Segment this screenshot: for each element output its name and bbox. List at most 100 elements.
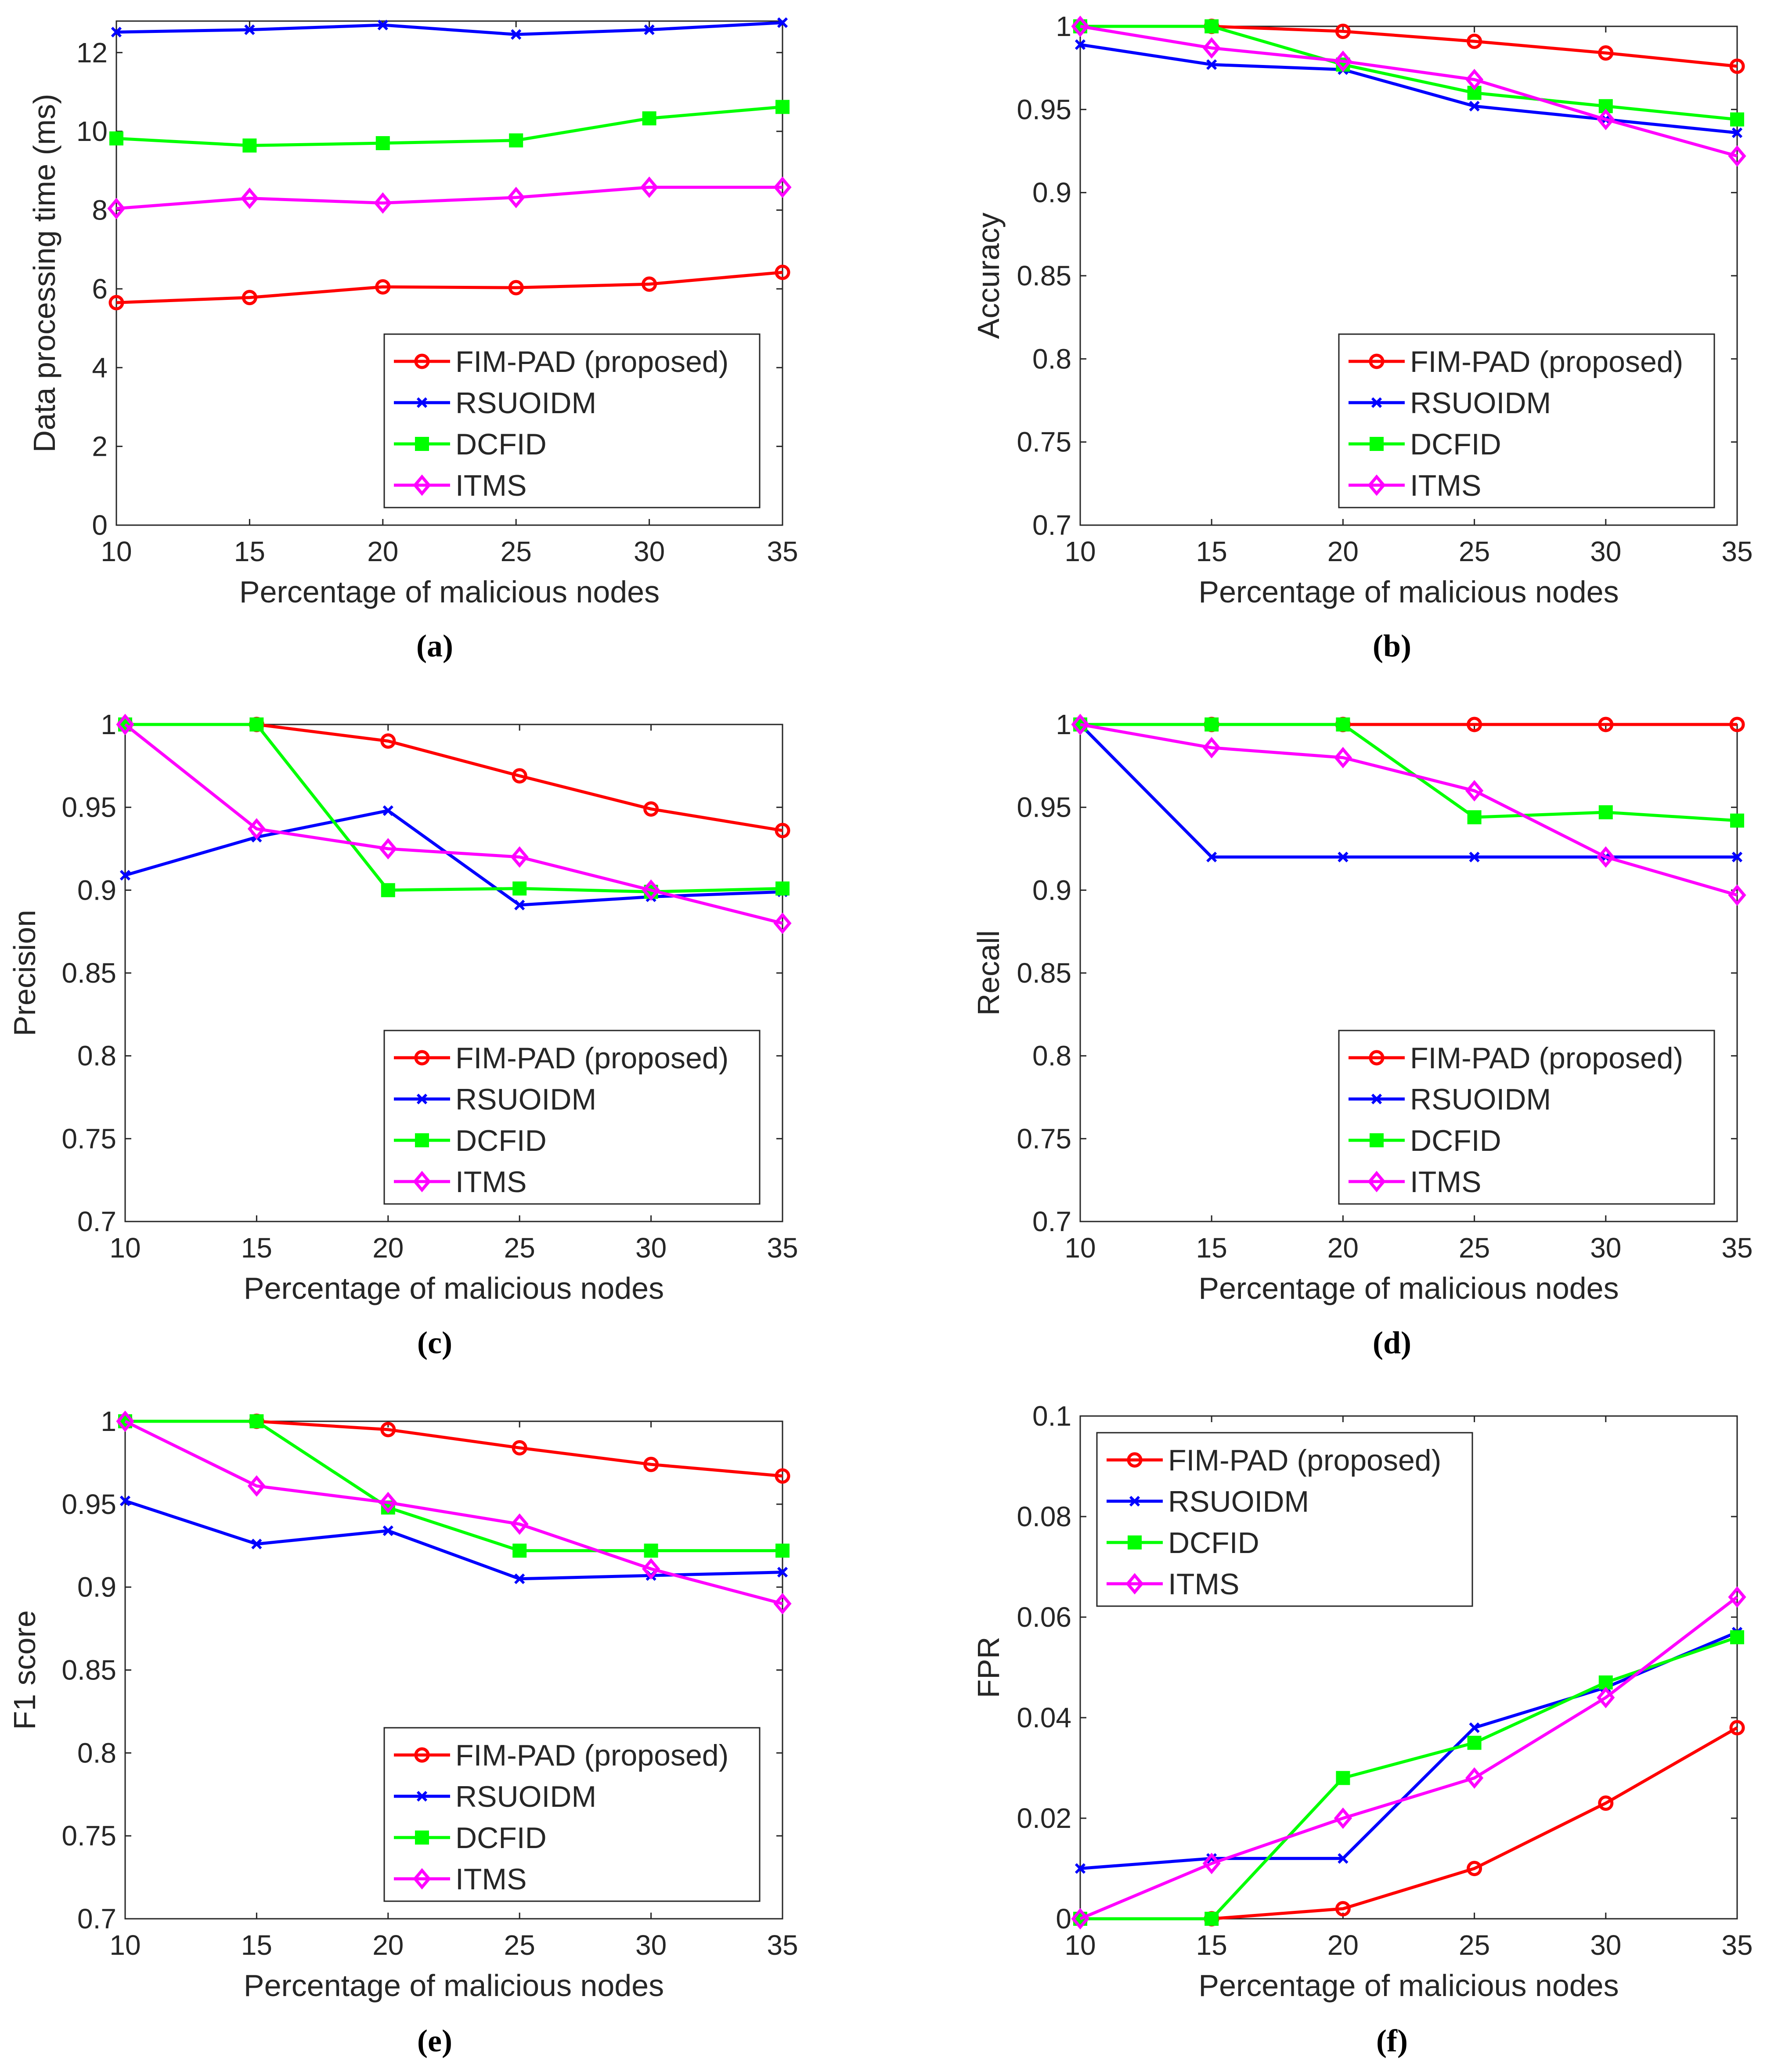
x-tick-label: 15 bbox=[1196, 1929, 1227, 1961]
x-tick-label: 10 bbox=[109, 1232, 141, 1264]
data-point bbox=[512, 1543, 527, 1558]
data-point bbox=[775, 100, 790, 114]
y-tick-label: 0.7 bbox=[77, 1206, 116, 1237]
panel-caption: (f) bbox=[1376, 2023, 1408, 2058]
x-tick-label: 10 bbox=[1064, 1929, 1096, 1961]
x-tick-label: 25 bbox=[501, 536, 532, 567]
data-point bbox=[1204, 1912, 1219, 1926]
data-point bbox=[509, 133, 523, 148]
legend-entry: ITMS bbox=[1349, 1165, 1481, 1199]
data-point bbox=[775, 1468, 790, 1484]
data-point bbox=[512, 768, 527, 784]
x-axis-label: Percentage of malicious nodes bbox=[1198, 1968, 1619, 2003]
x-tick-label: 15 bbox=[234, 536, 265, 567]
legend-label: DCFID bbox=[1168, 1526, 1259, 1560]
legend: FIM-PAD (proposed) RSUOIDM DCFID ITMS bbox=[383, 1727, 761, 1902]
data-point bbox=[1467, 1736, 1482, 1750]
data-point bbox=[1202, 1852, 1221, 1874]
legend-label: ITMS bbox=[455, 469, 526, 502]
y-tick-label: 0.9 bbox=[1032, 177, 1071, 209]
y-axis-label: Precision bbox=[7, 910, 42, 1036]
data-point bbox=[1334, 747, 1352, 768]
legend-entry: RSUOIDM bbox=[1349, 1083, 1551, 1116]
y-tick-label: 0.95 bbox=[1017, 792, 1071, 823]
data-point bbox=[514, 900, 525, 911]
legend-entry: RSUOIDM bbox=[1107, 1485, 1309, 1518]
x-tick-label: 30 bbox=[635, 1929, 667, 1961]
y-tick-label: 0.8 bbox=[1032, 1040, 1071, 1072]
legend-label: DCFID bbox=[455, 428, 547, 461]
x-tick-label: 15 bbox=[1196, 536, 1227, 567]
x-tick-label: 35 bbox=[767, 536, 798, 567]
data-point bbox=[1730, 112, 1744, 127]
data-point bbox=[242, 290, 257, 306]
x-tick-label: 30 bbox=[1590, 1929, 1621, 1961]
y-tick-label: 1 bbox=[101, 709, 116, 740]
y-tick-label: 1 bbox=[1056, 709, 1071, 740]
y-tick-label: 0.95 bbox=[61, 1488, 116, 1520]
data-point bbox=[249, 1414, 264, 1428]
data-point bbox=[642, 1558, 660, 1580]
x-tick-label: 25 bbox=[504, 1929, 535, 1961]
legend-entry: DCFID bbox=[1107, 1526, 1259, 1560]
data-point bbox=[1469, 1722, 1480, 1733]
data-point bbox=[775, 264, 790, 280]
x-axis-label: Percentage of malicious nodes bbox=[1198, 575, 1619, 609]
panel-caption: (b) bbox=[1373, 628, 1411, 663]
data-point bbox=[642, 879, 660, 901]
data-point bbox=[1338, 1853, 1349, 1864]
y-axis-label: F1 score bbox=[7, 1610, 42, 1730]
data-point bbox=[1204, 19, 1219, 33]
data-point bbox=[1467, 810, 1482, 825]
data-point bbox=[1335, 23, 1351, 39]
data-point bbox=[1071, 15, 1089, 37]
x-tick-label: 20 bbox=[1327, 1232, 1359, 1264]
data-point bbox=[1469, 851, 1480, 862]
legend-label: FIM-PAD (proposed) bbox=[455, 1041, 728, 1075]
legend-entry: RSUOIDM bbox=[394, 386, 596, 420]
x-tick-label: 20 bbox=[372, 1929, 404, 1961]
series-line bbox=[125, 723, 783, 894]
data-point bbox=[1467, 33, 1482, 49]
series-fim-pad-proposed- bbox=[108, 264, 790, 310]
data-point bbox=[242, 138, 257, 153]
series-dcfid bbox=[1073, 1630, 1744, 1926]
data-point bbox=[1598, 1795, 1614, 1811]
y-tick-label: 10 bbox=[76, 115, 108, 147]
x-tick-label: 35 bbox=[767, 1929, 798, 1961]
y-tick-label: 0 bbox=[1056, 1903, 1071, 1935]
series-dcfid bbox=[109, 100, 790, 153]
legend-label: ITMS bbox=[455, 1863, 526, 1896]
legend-label: FIM-PAD (proposed) bbox=[1410, 1041, 1683, 1075]
legend-label: RSUOIDM bbox=[455, 386, 596, 420]
y-tick-label: 0.85 bbox=[1017, 260, 1071, 292]
series-rsuoidm bbox=[111, 17, 788, 40]
x-tick-label: 20 bbox=[372, 1232, 404, 1264]
y-tick-label: 0.1 bbox=[1032, 1400, 1071, 1432]
y-tick-label: 0.9 bbox=[77, 874, 116, 906]
legend-entry: RSUOIDM bbox=[1349, 386, 1551, 420]
legend-marker bbox=[1127, 1452, 1143, 1468]
data-point bbox=[510, 846, 529, 868]
y-tick-label: 0.75 bbox=[61, 1820, 116, 1852]
y-tick-label: 8 bbox=[92, 195, 108, 226]
data-point bbox=[514, 1573, 525, 1584]
data-point bbox=[1729, 1720, 1745, 1736]
series-line bbox=[124, 1420, 783, 1605]
legend-entry: ITMS bbox=[1349, 469, 1481, 502]
data-point bbox=[773, 1593, 792, 1614]
legend-marker bbox=[1371, 397, 1382, 408]
legend-marker bbox=[1370, 1133, 1384, 1147]
legend-label: DCFID bbox=[1410, 1124, 1501, 1157]
data-point bbox=[379, 838, 397, 860]
series-line bbox=[1079, 1596, 1738, 1921]
data-point bbox=[1202, 737, 1221, 759]
legend-label: FIM-PAD (proposed) bbox=[455, 1739, 728, 1772]
data-point bbox=[111, 26, 122, 38]
x-tick-label: 20 bbox=[367, 536, 398, 567]
y-tick-label: 0.95 bbox=[1017, 94, 1071, 125]
data-point bbox=[1465, 68, 1484, 90]
y-tick-label: 0.9 bbox=[77, 1571, 116, 1603]
data-point bbox=[1465, 780, 1484, 802]
data-point bbox=[108, 295, 124, 310]
